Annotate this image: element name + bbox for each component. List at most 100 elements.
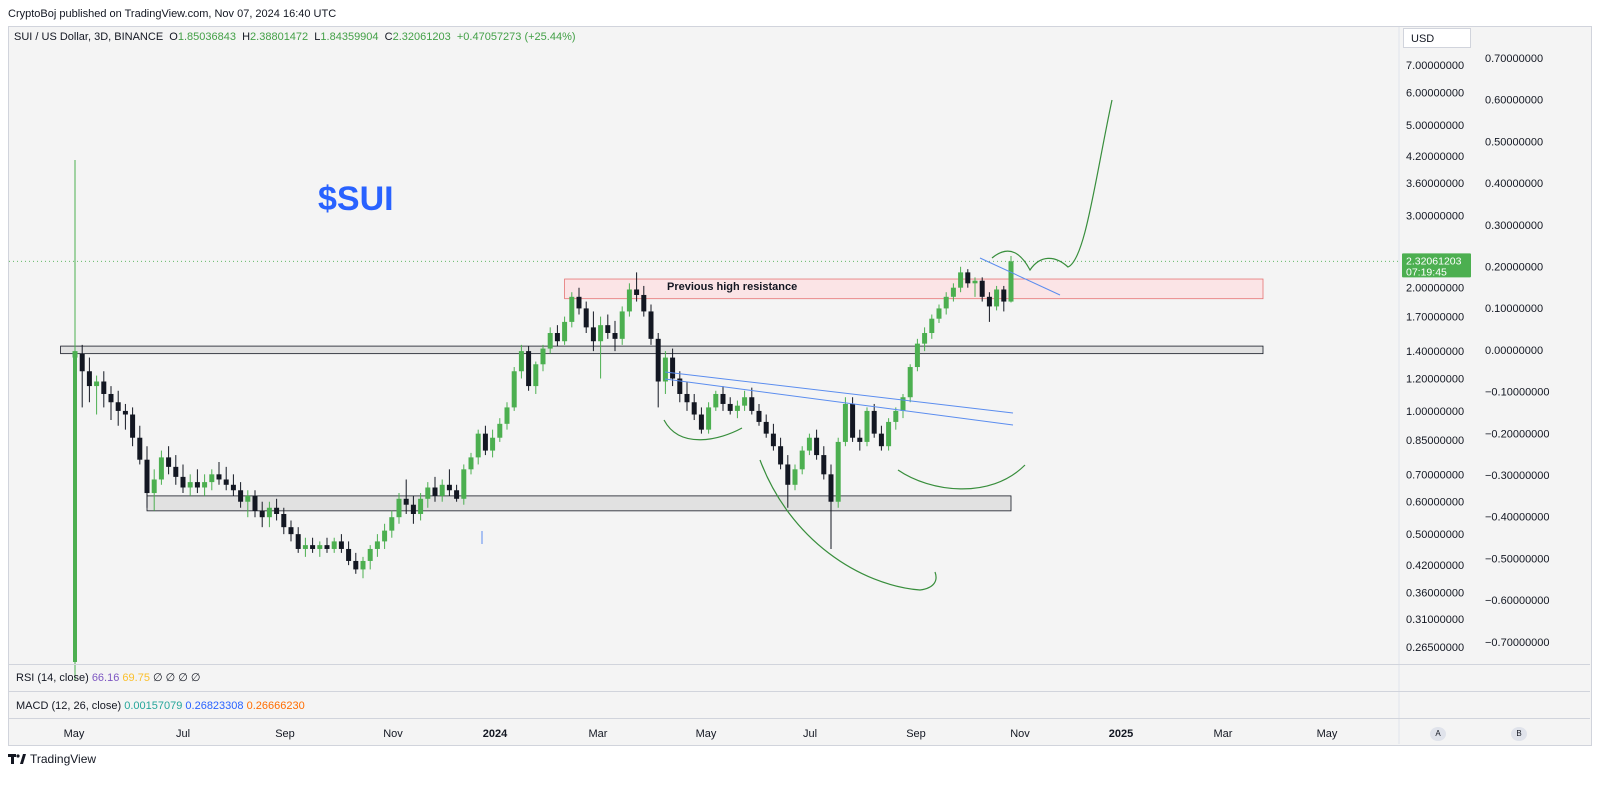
candle-body	[864, 410, 870, 442]
candle-body	[914, 343, 920, 368]
candle-body	[1008, 261, 1014, 302]
candle-body	[259, 510, 265, 518]
candle-body	[130, 414, 136, 438]
price-axis-tick: 0.60000000	[1406, 497, 1464, 509]
current-price-label: 2.32061203	[1406, 255, 1462, 267]
candle-body	[850, 403, 856, 438]
high-value: 2.38801472	[250, 31, 309, 43]
candle-body	[626, 289, 632, 312]
chart-frame[interactable]	[8, 26, 1592, 746]
attribution: CryptoBoj published on TradingView.com, …	[8, 8, 337, 20]
candle-body	[144, 459, 150, 494]
candle-body	[886, 421, 892, 447]
time-axis-tick: May	[64, 728, 85, 740]
candle-body	[432, 487, 438, 496]
candle-body	[871, 410, 877, 434]
auto-scale-button[interactable]: A	[1430, 727, 1446, 741]
candle-body	[79, 353, 85, 372]
symbol-name: SUI / US Dollar, 3D, BINANCE	[14, 31, 164, 43]
projection-curve	[991, 99, 1113, 272]
candle-body	[425, 487, 431, 499]
price-axis-tick: 0.31000000	[1406, 614, 1464, 626]
candle-body	[533, 364, 539, 387]
candle-body	[792, 469, 798, 485]
tradingview-logo-icon	[8, 754, 26, 764]
rsi-pane-divider[interactable]	[8, 664, 1590, 665]
candle-body	[490, 437, 496, 451]
log-scale-button[interactable]: B	[1511, 727, 1527, 741]
candle-body	[173, 466, 179, 477]
candle-body	[122, 410, 128, 415]
candle-body	[158, 457, 164, 480]
macd-pane-divider[interactable]	[8, 691, 1590, 692]
candle-body	[706, 407, 712, 430]
candle-body	[648, 311, 654, 339]
macd-signal-value: 0.26666230	[246, 700, 305, 712]
support-zone-1	[60, 345, 1264, 355]
candle-body	[223, 479, 229, 485]
candle-body	[454, 490, 460, 499]
right-axis-tick: 0.30000000	[1485, 220, 1543, 232]
macd-line-value: 0.26823308	[185, 700, 244, 712]
candle-body	[338, 541, 344, 549]
rsi-legend: RSI (14, close) 66.16 69.75 ∅ ∅ ∅ ∅	[16, 672, 201, 684]
candle-body	[763, 421, 769, 434]
time-axis-tick: 2025	[1109, 728, 1133, 740]
candle-body	[713, 393, 719, 408]
currency-selector[interactable]: USD	[1403, 28, 1471, 48]
right-axis-tick: −0.10000000	[1485, 387, 1550, 399]
candle-body	[569, 296, 575, 322]
candle-body	[698, 414, 704, 430]
candle-body	[511, 371, 517, 408]
candle-body	[994, 289, 1000, 307]
candle-body	[1001, 289, 1007, 302]
candle-body	[598, 325, 604, 342]
time-axis-tick: Mar	[1214, 728, 1233, 740]
change-value: +0.47057273 (+25.44%)	[456, 31, 576, 43]
candle-body	[778, 446, 784, 465]
time-axis-tick: Sep	[906, 728, 926, 740]
candle-body	[245, 495, 251, 502]
price-axis-tick: 7.00000000	[1406, 60, 1464, 72]
candle-body	[770, 433, 776, 447]
right-axis-tick: −0.60000000	[1485, 595, 1550, 607]
candle-body	[202, 482, 208, 488]
price-axis-tick: 4.20000000	[1406, 151, 1464, 163]
candle-body	[821, 455, 827, 475]
right-axis-tick: 0.60000000	[1485, 95, 1543, 107]
rsi-ma-value: 69.75	[122, 672, 150, 684]
candle-body	[554, 333, 560, 342]
candle-body	[814, 437, 820, 456]
brand-name: TradingView	[30, 752, 97, 766]
candle-body	[972, 280, 978, 284]
candle-body	[893, 410, 899, 422]
price-axis-tick: 0.85000000	[1406, 435, 1464, 447]
time-axis-divider	[8, 718, 1590, 719]
price-axis-tick: 0.42000000	[1406, 560, 1464, 572]
candle-body	[180, 476, 186, 488]
candle-body	[94, 381, 100, 387]
candle-body	[612, 333, 618, 339]
candle-body	[857, 437, 863, 442]
candle-body	[137, 437, 143, 460]
candle-body	[670, 357, 676, 379]
candle-body	[216, 474, 222, 480]
candle-body	[209, 474, 215, 483]
candle-body	[583, 308, 589, 328]
candle-body	[410, 504, 416, 514]
candle-body	[151, 479, 157, 494]
candle-body	[374, 541, 380, 549]
candle-body	[878, 433, 884, 447]
candle-body	[799, 450, 805, 470]
candle-body	[194, 482, 200, 488]
candle-body	[468, 457, 474, 470]
candle-body	[288, 527, 294, 535]
candle-body	[310, 545, 316, 549]
candle-body	[756, 410, 762, 422]
candle-body	[641, 294, 647, 312]
candle-body	[958, 272, 964, 288]
time-axis-tick: May	[696, 728, 717, 740]
candle-body	[418, 498, 424, 514]
candle-body	[907, 367, 913, 398]
candle-body	[274, 507, 280, 514]
